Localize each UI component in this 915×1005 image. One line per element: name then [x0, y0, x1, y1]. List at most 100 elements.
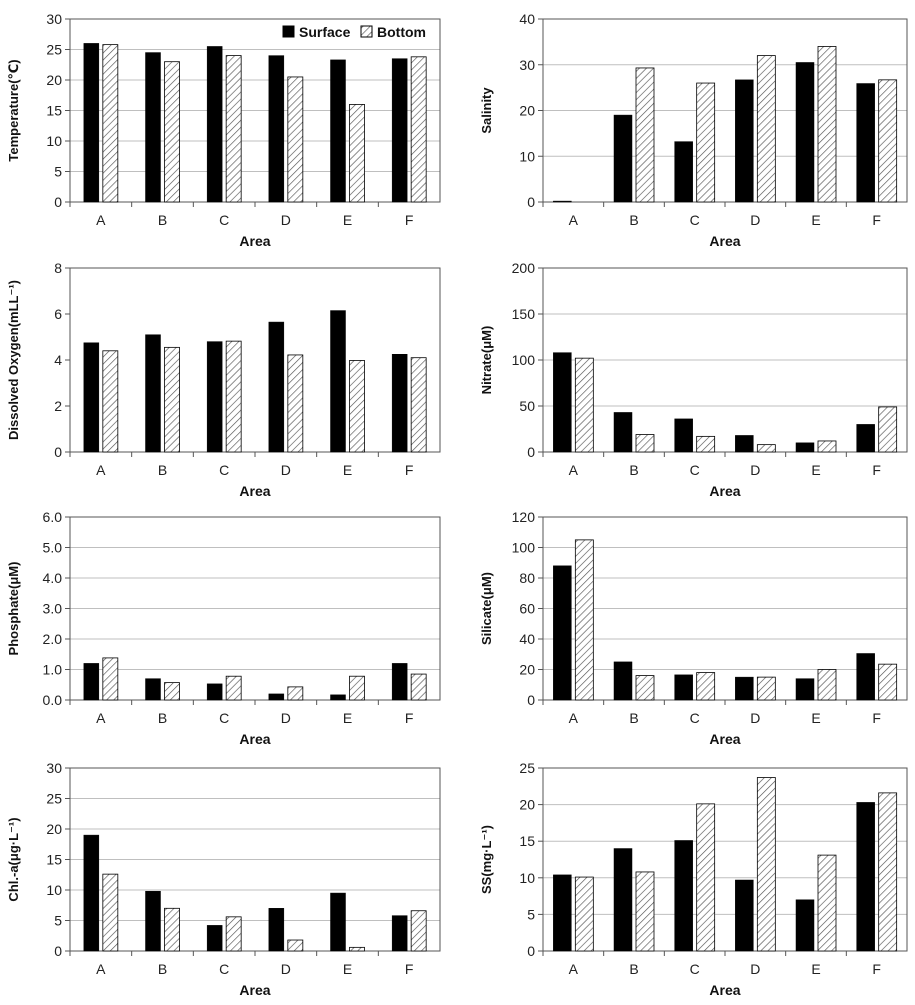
- bar-bottom-B: [635, 434, 655, 453]
- bar-surface-F: [391, 915, 408, 952]
- x-axis-title: Area: [709, 483, 740, 499]
- x-tick-label: D: [750, 462, 760, 478]
- bar-bottom-A: [574, 539, 594, 701]
- y-tick-label: 5.0: [43, 540, 63, 556]
- bar-bottom-B: [635, 675, 655, 701]
- bar-bottom-E: [349, 675, 365, 701]
- bar-surface-C: [674, 418, 693, 453]
- bar-surface-D: [268, 693, 285, 701]
- bar-surface-D: [268, 908, 285, 952]
- bar-bottom-E: [817, 669, 837, 701]
- x-tick-label: E: [343, 462, 352, 478]
- chart-panel-1: 0 5 10 15 20 25 30 A B C D E F Area Temperature(℃) Surf…: [6, 11, 441, 249]
- y-tick-label: 20: [519, 662, 535, 678]
- bar-bottom-E: [349, 360, 365, 453]
- y-tick-label: 20: [519, 797, 535, 813]
- legend-swatch-bottom: [360, 25, 373, 38]
- x-axis-title: Area: [239, 731, 270, 747]
- bar-bottom-F: [410, 910, 427, 952]
- y-tick-label: 10: [46, 882, 62, 898]
- y-tick-label: 25: [46, 42, 62, 58]
- x-tick-label: C: [690, 710, 700, 726]
- bar-bottom-F: [410, 673, 427, 701]
- bar-surface-A: [83, 43, 100, 203]
- bar-surface-D: [735, 879, 754, 952]
- legend-swatch-surface: [282, 25, 295, 38]
- y-axis-title: SS(mg·L⁻¹): [479, 825, 494, 894]
- bar-bottom-F: [878, 663, 898, 701]
- x-tick-label: C: [690, 961, 700, 977]
- x-tick-label: D: [750, 710, 760, 726]
- bar-surface-F: [856, 83, 875, 203]
- plot-frame: [69, 267, 441, 453]
- bar-surface-D: [735, 676, 754, 701]
- bar-bottom-B: [164, 346, 180, 453]
- bar-bottom-E: [817, 440, 837, 453]
- y-axis-title: Phosphate(μM): [6, 562, 21, 656]
- bar-surface-A: [553, 565, 572, 701]
- x-tick-label: D: [750, 961, 760, 977]
- y-tick-label: 120: [512, 509, 536, 525]
- bar-bottom-A: [102, 873, 119, 952]
- bar-bottom-D: [756, 444, 776, 453]
- x-tick-label: B: [158, 462, 167, 478]
- y-tick-label: 80: [519, 570, 535, 586]
- y-axis-title: Chl.-a(μg·L⁻¹): [6, 817, 21, 901]
- x-tick-label: A: [96, 961, 106, 977]
- x-tick-label: A: [96, 212, 106, 228]
- x-tick-label: B: [629, 710, 638, 726]
- bar-surface-D: [735, 79, 754, 203]
- x-tick-label: B: [158, 710, 167, 726]
- x-axis-title: Area: [239, 233, 270, 249]
- y-tick-label: 4: [54, 352, 62, 368]
- bar-surface-D: [268, 321, 285, 453]
- y-tick-label: 100: [512, 540, 536, 556]
- bar-surface-C: [674, 674, 693, 701]
- y-tick-label: 2.0: [43, 631, 63, 647]
- bar-bottom-C: [225, 55, 242, 203]
- bar-bottom-F: [410, 56, 427, 203]
- bar-bottom-C: [225, 916, 242, 952]
- y-tick-label: 25: [46, 791, 62, 807]
- bar-bottom-D: [287, 354, 304, 453]
- bar-bottom-A: [574, 357, 594, 453]
- y-tick-label: 10: [519, 870, 535, 886]
- x-tick-label: F: [872, 212, 881, 228]
- y-tick-label: 6.0: [43, 509, 63, 525]
- bar-surface-E: [795, 899, 815, 952]
- y-tick-label: 0: [54, 444, 62, 460]
- chart-panel-2: 0 10 20 30 40 A B C D E F Area Salinity: [479, 11, 908, 249]
- bar-surface-B: [145, 678, 161, 701]
- x-tick-label: B: [158, 961, 167, 977]
- bar-surface-A: [83, 342, 100, 453]
- bar-surface-E: [795, 678, 815, 701]
- x-tick-label: C: [690, 462, 700, 478]
- y-axis-title: Dissolved Oxygen(mLL⁻¹): [6, 280, 21, 440]
- y-tick-label: 8: [54, 260, 62, 276]
- y-tick-label: 5: [54, 164, 62, 180]
- bar-surface-F: [856, 424, 875, 453]
- y-tick-label: 15: [46, 852, 62, 868]
- x-axis-title: Area: [239, 982, 270, 998]
- chart-panel-6: 0 20 40 60 80 100 120 A B C D E F Area Silicate(μM): [479, 509, 908, 747]
- y-tick-label: 4.0: [43, 570, 63, 586]
- y-tick-label: 20: [46, 821, 62, 837]
- y-tick-label: 10: [46, 133, 62, 149]
- bar-surface-A: [83, 663, 100, 701]
- bar-surface-E: [330, 892, 346, 952]
- x-tick-label: C: [690, 212, 700, 228]
- bar-bottom-F: [878, 79, 898, 203]
- y-tick-label: 25: [519, 760, 535, 776]
- bar-bottom-D: [287, 939, 304, 952]
- y-tick-label: 0.0: [43, 692, 63, 708]
- y-tick-label: 0: [54, 943, 62, 959]
- bar-surface-A: [553, 352, 572, 453]
- bar-bottom-F: [878, 406, 898, 453]
- x-tick-label: C: [219, 961, 229, 977]
- bar-surface-F: [391, 354, 408, 453]
- bar-bottom-D: [756, 676, 776, 701]
- bar-bottom-E: [349, 946, 365, 952]
- bar-surface-F: [391, 663, 408, 701]
- x-tick-label: D: [281, 212, 291, 228]
- bar-bottom-C: [696, 672, 716, 701]
